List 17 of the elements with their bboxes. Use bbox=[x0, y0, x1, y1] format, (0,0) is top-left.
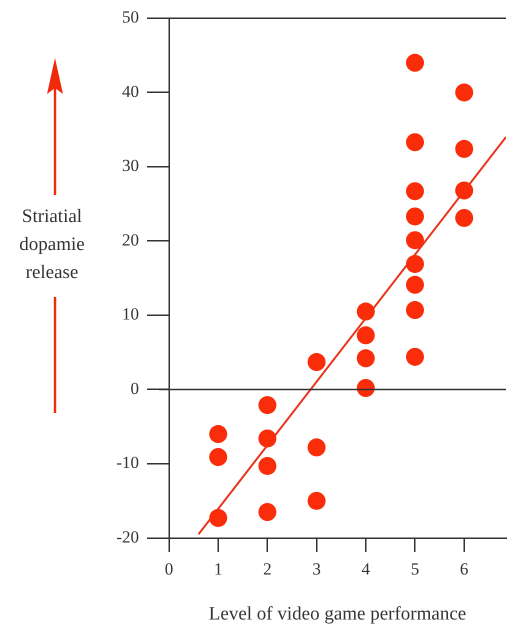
y-tick-label: 50 bbox=[122, 8, 139, 27]
x-tick-label: 0 bbox=[164, 560, 174, 579]
y-tick-label: -20 bbox=[116, 527, 139, 546]
x-tick-label: 3 bbox=[312, 560, 321, 579]
y-tick-label: 20 bbox=[122, 230, 139, 250]
y-tick-label: -10 bbox=[116, 453, 139, 472]
x-tick-label: 6 bbox=[460, 560, 468, 579]
x-tick-label: 1 bbox=[214, 560, 222, 579]
y-tick-label: 0 bbox=[130, 378, 139, 398]
x-tick-label: 4 bbox=[362, 560, 371, 579]
y-tick-label: 30 bbox=[122, 156, 139, 176]
x-tick-label: 2 bbox=[263, 560, 272, 579]
y-axis-title: Striatial dopamie release bbox=[18, 205, 86, 285]
y-tick-label: 40 bbox=[122, 82, 139, 101]
x-axis-title: Level of video game performance bbox=[208, 604, 466, 625]
y-tick-label: 10 bbox=[122, 304, 139, 324]
x-tick-label: 5 bbox=[410, 560, 420, 579]
